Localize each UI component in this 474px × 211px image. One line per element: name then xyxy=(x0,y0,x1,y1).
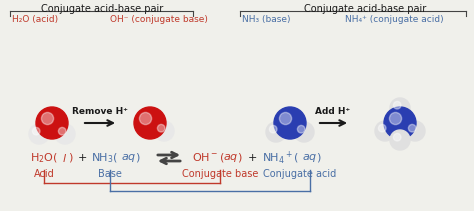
Text: Conjugate base: Conjugate base xyxy=(182,169,258,179)
Text: H$_2$O(: H$_2$O( xyxy=(30,151,58,165)
Circle shape xyxy=(297,125,305,133)
Circle shape xyxy=(390,112,401,125)
Text: $\it{aq}$: $\it{aq}$ xyxy=(121,152,137,164)
Text: ): ) xyxy=(316,153,320,163)
Circle shape xyxy=(393,101,401,109)
Text: $\it{aq}$: $\it{aq}$ xyxy=(302,152,318,164)
Circle shape xyxy=(384,107,416,139)
Text: OH⁻ (conjugate base): OH⁻ (conjugate base) xyxy=(110,15,208,24)
Circle shape xyxy=(405,121,425,141)
Circle shape xyxy=(269,125,277,133)
Circle shape xyxy=(393,133,401,141)
Text: ): ) xyxy=(135,153,139,163)
Text: Base: Base xyxy=(98,169,122,179)
Circle shape xyxy=(274,107,306,139)
Text: Acid: Acid xyxy=(34,169,55,179)
Text: Remove H⁺: Remove H⁺ xyxy=(72,107,128,116)
Circle shape xyxy=(55,124,75,144)
Text: Conjugate acid: Conjugate acid xyxy=(264,169,337,179)
Text: Conjugate acid-base pair: Conjugate acid-base pair xyxy=(41,4,163,14)
Circle shape xyxy=(280,112,292,125)
Text: OH$^-$(: OH$^-$( xyxy=(192,151,225,165)
Text: NH₃ (base): NH₃ (base) xyxy=(242,15,291,24)
Circle shape xyxy=(375,121,395,141)
Circle shape xyxy=(294,122,314,142)
Text: ): ) xyxy=(68,153,73,163)
Text: ): ) xyxy=(237,153,241,163)
Text: +: + xyxy=(78,153,87,163)
Text: NH$_4$$^+$(: NH$_4$$^+$( xyxy=(262,150,299,166)
Circle shape xyxy=(41,112,54,125)
Circle shape xyxy=(266,122,286,142)
Circle shape xyxy=(139,112,152,125)
Circle shape xyxy=(29,124,49,144)
Circle shape xyxy=(390,130,410,150)
Circle shape xyxy=(390,98,410,118)
Circle shape xyxy=(157,124,165,132)
Circle shape xyxy=(154,121,174,141)
Circle shape xyxy=(134,107,166,139)
Circle shape xyxy=(58,127,66,135)
Text: +: + xyxy=(248,153,257,163)
Text: NH₄⁺ (conjugate acid): NH₄⁺ (conjugate acid) xyxy=(345,15,444,24)
Circle shape xyxy=(32,127,40,135)
Text: Add H⁺: Add H⁺ xyxy=(315,107,351,116)
Circle shape xyxy=(36,107,68,139)
Text: H₂O (acid): H₂O (acid) xyxy=(12,15,58,24)
Text: Conjugate acid-base pair: Conjugate acid-base pair xyxy=(304,4,426,14)
Circle shape xyxy=(409,124,416,132)
Circle shape xyxy=(378,124,386,132)
Text: $\it{aq}$: $\it{aq}$ xyxy=(223,152,238,164)
Text: NH$_3$(: NH$_3$( xyxy=(91,151,118,165)
Text: $\it{l}$: $\it{l}$ xyxy=(62,152,67,164)
